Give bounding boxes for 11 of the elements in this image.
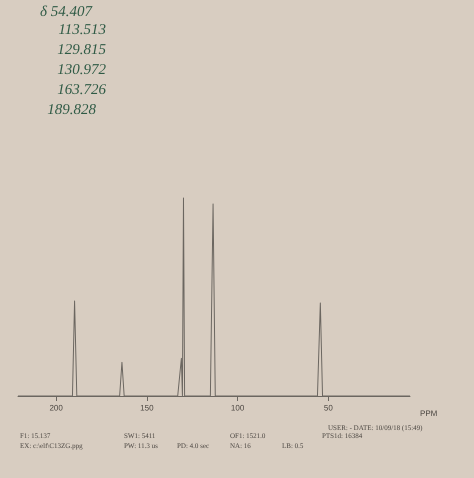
x-tick-label: 150: [140, 404, 154, 412]
x-tick-label: 200: [49, 404, 64, 412]
x-tick-label: 50: [324, 404, 334, 412]
text: 130.972: [57, 62, 106, 79]
x-tick-label: 100: [230, 404, 245, 412]
text: 129.815: [57, 42, 106, 59]
x-axis-title: PPM: [420, 409, 438, 418]
text: δ 54.407: [40, 4, 92, 21]
text: 113.513: [58, 22, 106, 39]
text: 189.828: [47, 102, 96, 119]
text: 163.726: [57, 82, 106, 99]
